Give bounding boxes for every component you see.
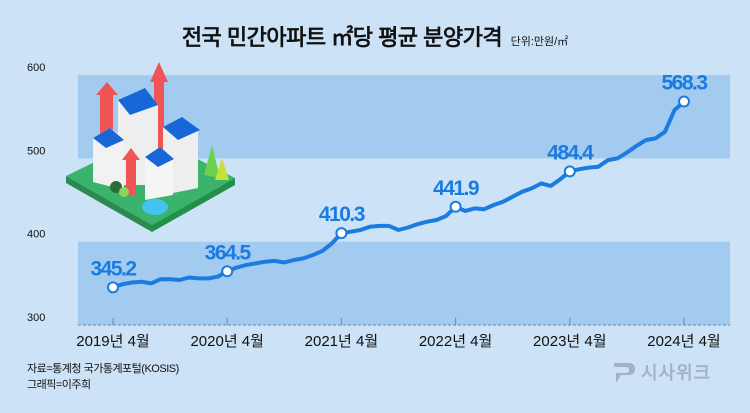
x-tick-label: 2019년 4월 <box>76 333 149 350</box>
data-point-marker <box>563 165 576 178</box>
apartment-illustration-icon <box>66 62 235 232</box>
chart-title: 전국 민간아파트 ㎡당 평균 분양가격 단위:만원/㎡ <box>0 20 750 52</box>
value-label: 441.9 <box>433 177 479 200</box>
y-band <box>78 241 730 325</box>
x-tick-label: 2023년 4월 <box>533 333 606 350</box>
logo-mark-icon <box>614 363 635 383</box>
data-point-marker <box>335 227 348 240</box>
unit-text: 단위:만원/㎡ <box>510 36 569 48</box>
value-labels: 345.2 364.5 410.3 441.9 484.4 568.3 <box>90 72 708 281</box>
data-markers <box>107 95 690 294</box>
value-label: 410.3 <box>319 203 365 226</box>
data-point-marker <box>107 281 119 294</box>
logo-text: 시사위크 <box>641 363 712 383</box>
value-label: 364.5 <box>205 241 252 264</box>
sisaweek-logo: 시사위크 <box>611 359 711 385</box>
graphic-credit: 그래픽=이주희 <box>27 379 91 391</box>
x-axis: 2019년 4월 2020년 4월 2021년 4월 2022년 4월 2023년 4월… <box>76 318 721 350</box>
x-tick-label: 2020년 4월 <box>190 333 263 350</box>
x-tick-label: 2022년 4월 <box>419 333 492 350</box>
value-label: 345.2 <box>90 257 136 280</box>
value-label: 484.4 <box>547 141 594 164</box>
y-tick-label: 400 <box>27 229 45 241</box>
footer: 자료=통계청 국가통계포털(KOSIS) 그래픽=이주희 <box>27 361 179 393</box>
series-line <box>111 99 686 290</box>
y-tick-label: 500 <box>27 145 45 157</box>
y-tick-label: 600 <box>27 62 45 74</box>
data-point-marker <box>449 200 462 213</box>
x-tick-label: 2024년 4월 <box>647 333 720 350</box>
y-tick-label: 300 <box>27 312 45 324</box>
y-axis: 300 400 500 600 <box>27 62 45 324</box>
x-tick-label: 2021년 4월 <box>305 333 378 350</box>
value-label: 568.3 <box>661 72 707 95</box>
title-text: 전국 민간아파트 ㎡당 평균 분양가격 <box>181 25 503 50</box>
data-point-marker <box>221 265 234 278</box>
data-point-marker <box>678 95 690 108</box>
source-text: 자료=통계청 국가통계포털(KOSIS) <box>27 363 179 375</box>
